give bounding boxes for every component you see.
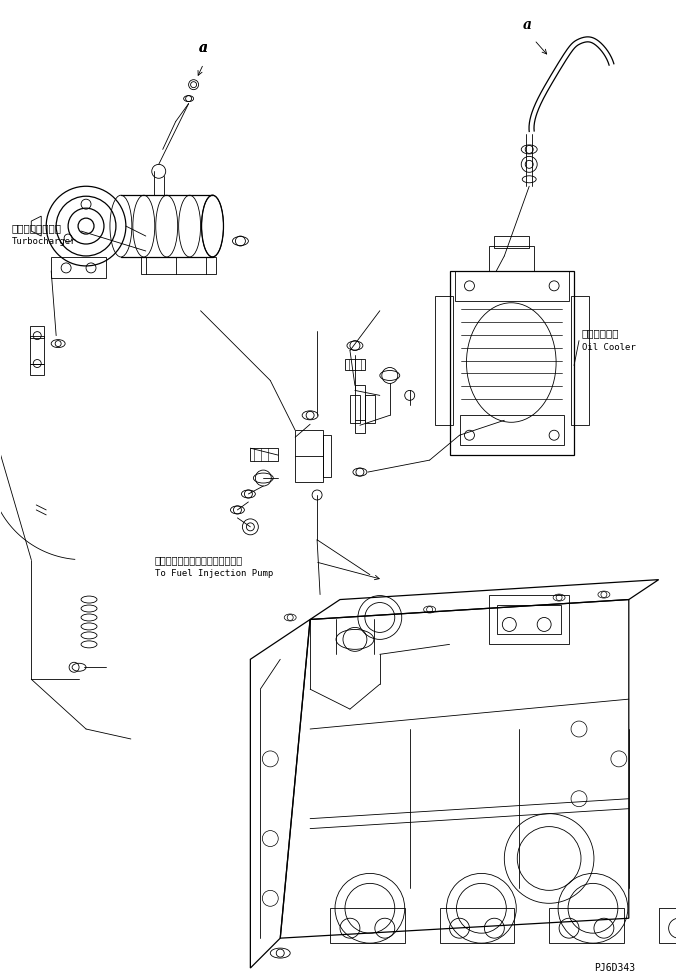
- Text: PJ6D343: PJ6D343: [594, 963, 635, 973]
- Bar: [323, 435, 331, 477]
- Text: フェルインジェクションポンプへ: フェルインジェクションポンプへ: [155, 555, 243, 564]
- Bar: [571, 296, 589, 425]
- Text: a: a: [199, 41, 208, 55]
- Bar: [549, 908, 624, 943]
- Text: Oil Cooler: Oil Cooler: [582, 343, 636, 352]
- Text: ターボチャージャ: ターボチャージャ: [12, 223, 62, 233]
- Bar: [345, 359, 365, 370]
- Text: a: a: [523, 18, 532, 32]
- Bar: [30, 335, 44, 364]
- Text: Turbocharger: Turbocharger: [12, 237, 76, 246]
- Bar: [30, 364, 44, 375]
- Text: オイルクーラ: オイルクーラ: [582, 328, 619, 339]
- Bar: [295, 430, 323, 482]
- Bar: [355, 385, 365, 433]
- Bar: [494, 236, 529, 248]
- Bar: [489, 246, 534, 270]
- Text: To Fuel Injection Pump: To Fuel Injection Pump: [155, 568, 273, 577]
- Bar: [498, 605, 561, 634]
- Bar: [659, 908, 677, 943]
- Text: a: a: [199, 41, 208, 55]
- Bar: [350, 395, 360, 423]
- Bar: [30, 325, 44, 338]
- Bar: [435, 296, 452, 425]
- Bar: [489, 595, 569, 645]
- Bar: [365, 395, 375, 423]
- Bar: [250, 448, 278, 462]
- Bar: [330, 908, 405, 943]
- Bar: [439, 908, 515, 943]
